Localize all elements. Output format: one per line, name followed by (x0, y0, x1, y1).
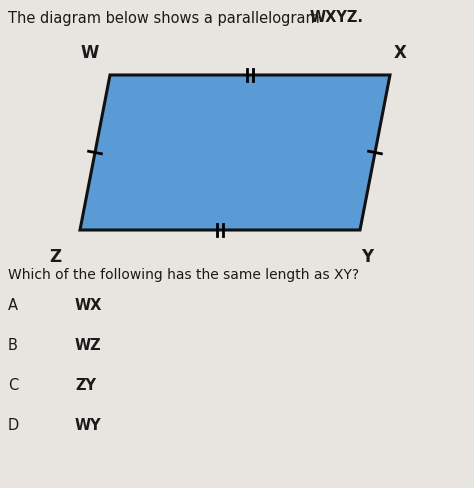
Text: Which of the following has the same length as XY?: Which of the following has the same leng… (8, 268, 359, 282)
Text: WX: WX (75, 298, 102, 313)
Text: C: C (8, 378, 18, 393)
Text: Z: Z (49, 248, 61, 266)
Text: X: X (393, 44, 406, 62)
Polygon shape (80, 75, 390, 230)
Text: WXYZ.: WXYZ. (310, 11, 364, 25)
Text: WY: WY (75, 418, 101, 433)
Text: The diagram below shows a parallelogram: The diagram below shows a parallelogram (8, 11, 324, 25)
Text: W: W (81, 44, 99, 62)
Text: D: D (8, 418, 19, 433)
Text: B: B (8, 338, 18, 353)
Text: A: A (8, 298, 18, 313)
Text: ZY: ZY (75, 378, 96, 393)
Text: Y: Y (361, 248, 373, 266)
Text: WZ: WZ (75, 338, 101, 353)
